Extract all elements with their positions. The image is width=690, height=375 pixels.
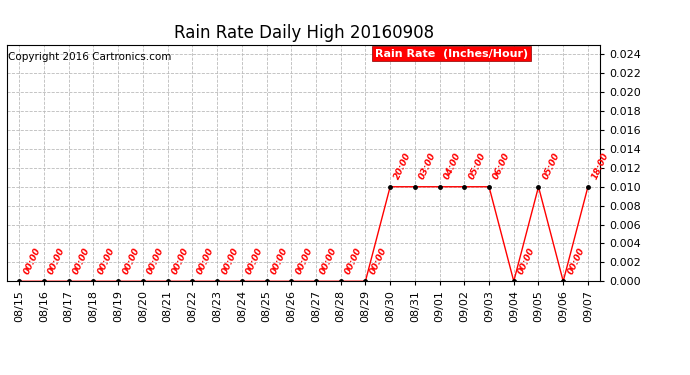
Text: 00:00: 00:00 xyxy=(146,246,166,276)
Text: 05:00: 05:00 xyxy=(467,152,487,181)
Text: 00:00: 00:00 xyxy=(170,246,190,276)
Text: 00:00: 00:00 xyxy=(344,246,364,276)
Text: 00:00: 00:00 xyxy=(319,246,339,276)
Text: 00:00: 00:00 xyxy=(517,246,537,276)
Text: 04:00: 04:00 xyxy=(442,152,462,181)
Text: Rain Rate  (Inches/Hour): Rain Rate (Inches/Hour) xyxy=(375,48,528,58)
Text: 00:00: 00:00 xyxy=(72,246,92,276)
Text: 03:00: 03:00 xyxy=(417,152,438,181)
Title: Rain Rate Daily High 20160908: Rain Rate Daily High 20160908 xyxy=(174,24,433,42)
Text: 00:00: 00:00 xyxy=(269,246,290,276)
Text: 00:00: 00:00 xyxy=(22,246,42,276)
Text: 00:00: 00:00 xyxy=(96,246,117,276)
Text: 00:00: 00:00 xyxy=(244,246,265,276)
Text: 00:00: 00:00 xyxy=(368,246,388,276)
Text: 20:00: 20:00 xyxy=(393,152,413,181)
Text: 06:00: 06:00 xyxy=(492,152,512,181)
Text: 00:00: 00:00 xyxy=(195,246,215,276)
Text: 18:00: 18:00 xyxy=(591,152,611,181)
Text: 00:00: 00:00 xyxy=(47,246,67,276)
Text: 05:00: 05:00 xyxy=(541,152,562,181)
Text: Copyright 2016 Cartronics.com: Copyright 2016 Cartronics.com xyxy=(8,52,171,62)
Text: 00:00: 00:00 xyxy=(121,246,141,276)
Text: 00:00: 00:00 xyxy=(566,246,586,276)
Text: 00:00: 00:00 xyxy=(220,246,240,276)
Text: 00:00: 00:00 xyxy=(294,246,314,276)
